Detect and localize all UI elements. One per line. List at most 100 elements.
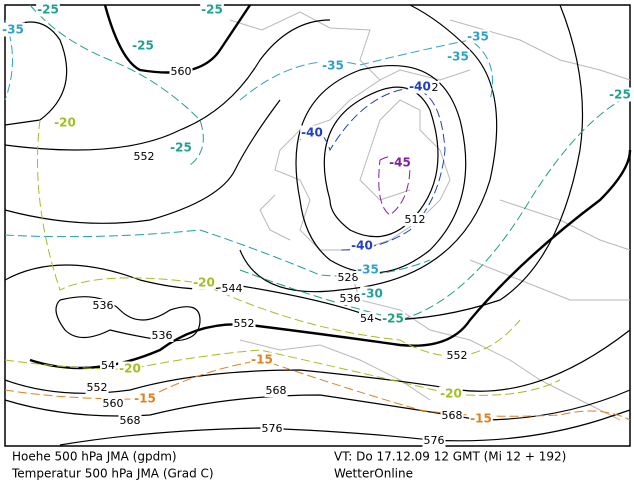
label-background <box>85 381 109 394</box>
temperature-label: -20 <box>119 362 141 376</box>
temperature-label: -25 <box>37 3 59 17</box>
height-label: 54 <box>360 312 374 325</box>
label-background <box>300 125 324 140</box>
label-background <box>446 49 470 64</box>
coastlines <box>229 11 631 421</box>
label-background <box>118 361 142 376</box>
height-label: 568 <box>442 409 463 422</box>
label-background <box>118 414 142 427</box>
height-labels: 560 552 536 536 544 552 54 552 560 568 5… <box>85 65 469 447</box>
label-background <box>469 411 493 426</box>
temperature-label: -40 <box>351 239 373 253</box>
temperature-label: -35 <box>447 50 469 64</box>
label-background <box>466 29 490 44</box>
height-label: 512 <box>405 213 426 226</box>
temperature-label: -20 <box>440 387 462 401</box>
label-background <box>321 58 345 73</box>
height-label: 552 <box>447 349 468 362</box>
temperature-label: -25 <box>170 141 192 155</box>
height-contour <box>295 65 467 274</box>
label-background <box>1 22 25 37</box>
temperature-label: -15 <box>470 412 492 426</box>
height-label: 552 <box>134 150 155 163</box>
label-background <box>91 299 115 312</box>
height-contour <box>55 296 201 342</box>
label-background <box>150 329 174 342</box>
temperature-label: -35 <box>357 263 379 277</box>
label-background <box>133 391 157 406</box>
footer-text: Temperatur 500 hPa JMA (Grad C) <box>11 467 214 481</box>
temperature-label: -15 <box>134 392 156 406</box>
height-label: 576 <box>262 422 283 435</box>
label-background <box>220 282 244 295</box>
label-background <box>388 155 412 170</box>
height-label: 560 <box>103 397 124 410</box>
temperature-contour <box>239 94 631 321</box>
label-background <box>53 115 77 130</box>
height-label: 576 <box>424 434 445 447</box>
height-label: 2 <box>432 81 439 94</box>
temperature-label: -35 <box>2 23 24 37</box>
label-background <box>132 150 156 163</box>
height-contour <box>59 409 631 446</box>
label-background <box>356 262 380 277</box>
temperature-label: -25 <box>609 88 631 102</box>
label-background <box>169 65 193 78</box>
label-background <box>439 386 463 401</box>
height-contour <box>4 389 631 421</box>
height-contour <box>29 149 632 370</box>
height-label: 552 <box>234 317 255 330</box>
height-label: 536 <box>340 292 361 305</box>
label-background <box>422 434 446 447</box>
temperature-label: -25 <box>201 3 223 17</box>
label-background <box>608 87 632 102</box>
footer-text: WetterOnline <box>334 467 413 481</box>
temperature-label: -25 <box>382 312 404 326</box>
height-contour <box>4 21 68 126</box>
temperature-contour <box>299 88 446 251</box>
height-contour <box>4 19 331 151</box>
temperature-label: -30 <box>361 287 383 301</box>
temperature-label: -20 <box>54 116 76 130</box>
temperature-labels: -25 -25 -35 -25 -25 -20 -35 -35 -35 -25 … <box>1 2 632 426</box>
temperature-contour <box>4 229 431 277</box>
height-contour <box>323 86 439 238</box>
label-background <box>101 397 125 410</box>
temperature-label: -20 <box>193 276 215 290</box>
label-background <box>264 384 288 397</box>
height-label: 544 <box>222 282 243 295</box>
label-background <box>359 312 375 325</box>
label-background <box>200 2 224 17</box>
temperature-label: -45 <box>389 156 411 170</box>
label-background <box>232 317 256 330</box>
map-frame <box>4 4 631 447</box>
footer-text: Hoehe 500 hPa JMA (gpdm) <box>12 450 177 464</box>
temperature-label: -35 <box>322 59 344 73</box>
label-background <box>169 140 193 155</box>
footer: Hoehe 500 hPa JMA (gpdm) Temperatur 500 … <box>11 450 566 481</box>
label-background <box>36 2 60 17</box>
label-background <box>131 38 155 53</box>
label-background <box>260 422 284 435</box>
height-contour <box>4 99 281 224</box>
temperature-label: -40 <box>409 80 431 94</box>
temperature-contour <box>239 39 493 101</box>
label-background <box>250 352 274 367</box>
height-label: 552 <box>87 381 108 394</box>
label-background <box>192 275 216 290</box>
height-label: 560 <box>171 65 192 78</box>
height-label: 536 <box>93 299 114 312</box>
label-background <box>350 238 374 253</box>
height-label: 568 <box>266 384 287 397</box>
temperature-label: -25 <box>132 39 154 53</box>
label-background <box>381 311 405 326</box>
label-background <box>430 81 440 94</box>
footer-text: VT: Do 17.12.09 12 GMT (Mi 12 + 192) <box>334 450 566 464</box>
temperature-label: -35 <box>467 30 489 44</box>
height-label: 568 <box>120 414 141 427</box>
coastline <box>229 11 631 421</box>
temperature-label: -40 <box>301 126 323 140</box>
label-background <box>445 349 469 362</box>
height-label: 528 <box>338 271 359 284</box>
